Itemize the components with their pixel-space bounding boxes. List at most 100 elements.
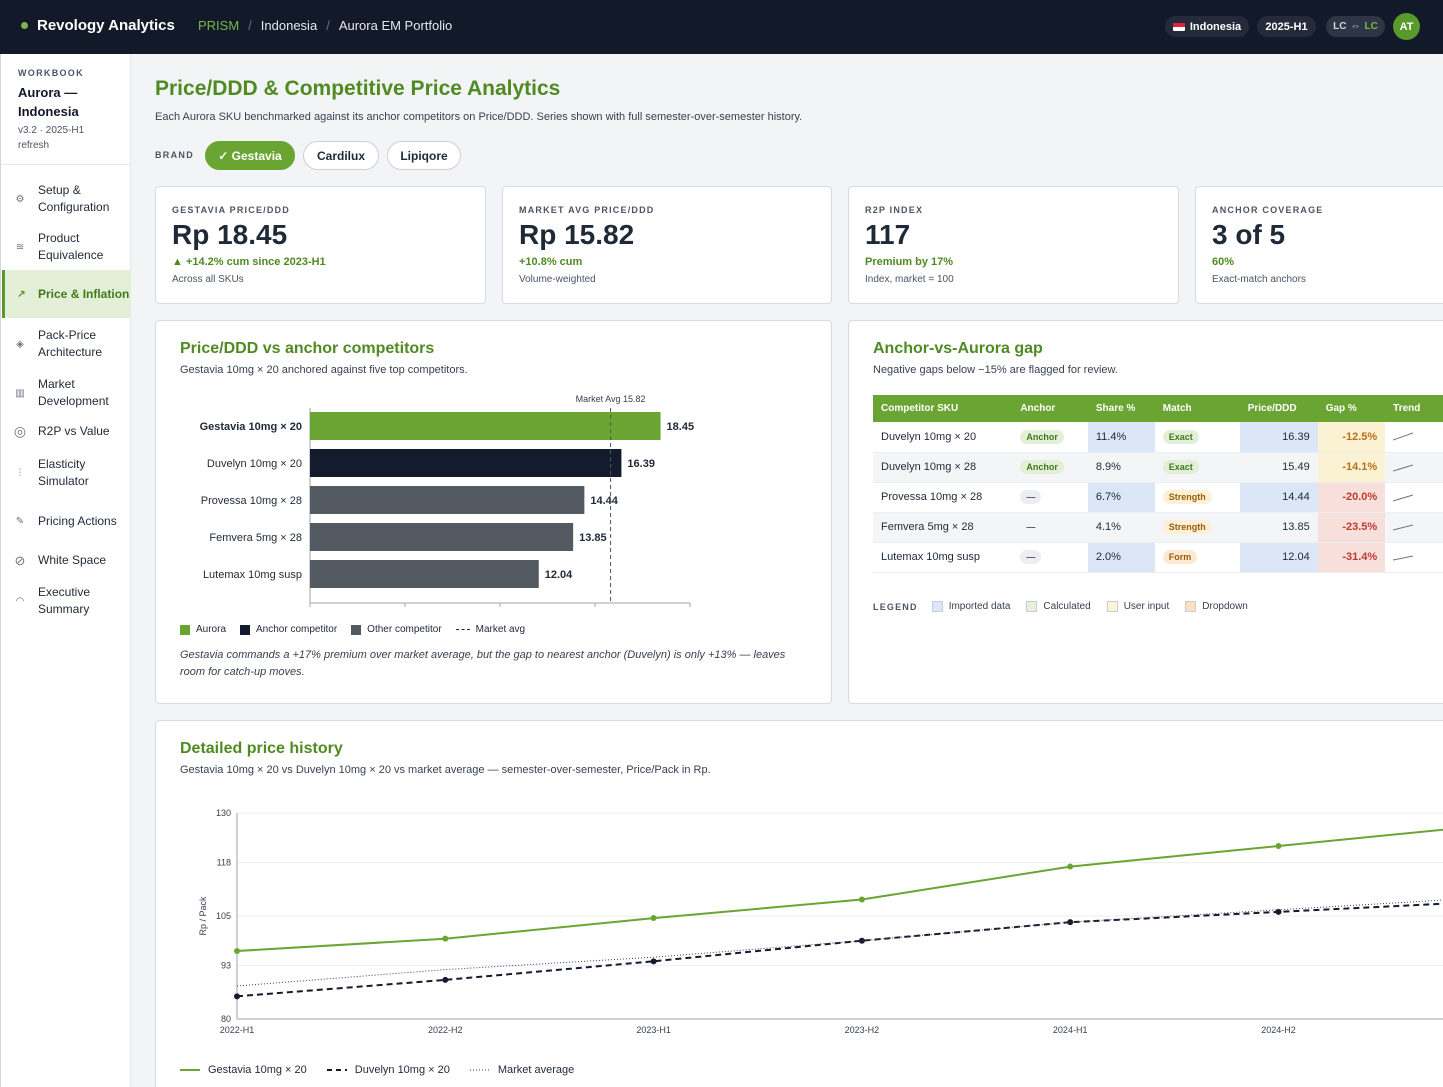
legend-swatch [469, 1069, 490, 1071]
column-header[interactable]: Share % [1087, 395, 1155, 422]
table-row[interactable]: Provessa 10mg × 28 — 6.7% Strength 14.44… [873, 482, 1443, 513]
kpi-label: MARKET AVG PRICE/DDD [519, 205, 655, 215]
y-axis-label: Rp / Pack [198, 896, 208, 936]
kpi-note: Exact-match anchors [1212, 274, 1306, 285]
sidebar-item-pricing-actions[interactable]: ✎ Pricing Actions [2, 502, 131, 540]
sidebar-item-executive-summary[interactable]: ◠ Executive Summary [2, 582, 131, 620]
anchor-badge: Anchor [1020, 460, 1064, 474]
y-tick-label: 130 [216, 808, 231, 818]
column-header[interactable]: Price/DDD [1239, 395, 1318, 422]
market-avg-label: Market Avg 15.82 [576, 394, 646, 404]
cell-share: 2.0% [1087, 542, 1155, 573]
data-point [1275, 842, 1282, 849]
cell-trend [1385, 512, 1443, 543]
cell-anchor: — [1012, 512, 1088, 543]
card-title: Price/DDD vs anchor competitors [180, 340, 435, 357]
trend-sparkline-icon [1393, 494, 1414, 501]
y-tick-label: 93 [221, 960, 231, 970]
sidebar-item-pack-price[interactable]: ◈ Pack-Price Architecture [2, 325, 131, 363]
workbook-meta: v3.2 · 2025-H1 refresh [18, 125, 85, 151]
kpi-note: Across all SKUs [172, 274, 244, 285]
layers-icon: ≋ [15, 241, 25, 253]
legend-title: LEGEND [873, 601, 918, 612]
table-row[interactable]: Lutemax 10mg susp — 2.0% Form 12.04 -31.… [873, 542, 1443, 573]
x-tick-label: 2024-H1 [1053, 1025, 1088, 1035]
workbook-label: WORKBOOK [18, 68, 84, 78]
sidebar-item-r2p[interactable]: ◎ R2P vs Value [2, 420, 131, 442]
legend-swatch [351, 624, 362, 635]
cell-match[interactable]: Form [1154, 542, 1240, 573]
currency-toggle[interactable]: LC ⇔ LC [1326, 16, 1385, 37]
cell-price: 14.44 [1239, 482, 1318, 513]
data-point [442, 935, 449, 942]
legend-label: Market avg [475, 624, 526, 635]
category-label: Lutemax 10mg susp [203, 569, 302, 581]
column-header[interactable]: Trend [1385, 395, 1443, 422]
kpi-card-market-avg: MARKET AVG PRICE/DDD Rp 15.82 +10.8% cum… [502, 186, 832, 304]
sidebar-divider [1, 164, 131, 165]
kpi-delta: +10.8% cum [519, 256, 583, 268]
sidebar-item-market-development[interactable]: ▥ Market Development [2, 374, 131, 412]
table-row[interactable]: Femvera 5mg × 28 — 4.1% Strength 13.85 -… [873, 512, 1443, 543]
breadcrumb-module[interactable]: PRISM [198, 18, 240, 33]
sidebar-item-elasticity[interactable]: ⫶ Elasticity Simulator [2, 454, 131, 492]
column-header[interactable]: Gap % [1317, 395, 1386, 422]
table-row[interactable]: Duvelyn 10mg × 28 Anchor 8.9% Exact 15.4… [873, 452, 1443, 483]
period-selector[interactable]: 2025-H1 [1257, 16, 1316, 37]
brand-button-gestavia[interactable]: ✓ Gestavia [205, 141, 295, 170]
country-selector[interactable]: Indonesia [1165, 16, 1249, 37]
cell-match[interactable]: Strength [1154, 482, 1240, 513]
trend-sparkline-icon [1393, 524, 1414, 530]
app-logo[interactable]: Revology Analytics [21, 17, 175, 34]
sidebar-item-product-equivalence[interactable]: ≋ Product Equivalence [2, 228, 131, 266]
y-tick-label: 80 [221, 1014, 231, 1024]
brand-button-cardilux[interactable]: Cardilux [303, 141, 379, 170]
table-row[interactable]: Duvelyn 10mg × 20 Anchor 11.4% Exact 16.… [873, 422, 1443, 453]
x-tick-label: 2023-H2 [845, 1025, 880, 1035]
avatar[interactable]: AT [1393, 13, 1420, 40]
data-point [442, 976, 449, 983]
cell-match[interactable]: Exact [1154, 422, 1240, 453]
sidebar-item-label: Pricing Actions [38, 513, 117, 528]
cell-match[interactable]: Strength [1154, 512, 1240, 543]
anchor-gap-card: Anchor-vs-Aurora gap Negative gaps below… [848, 320, 1443, 704]
box-icon: ◈ [16, 338, 24, 350]
cell-match[interactable]: Exact [1154, 452, 1240, 483]
cell-gap: -12.5% [1317, 422, 1386, 453]
data-point [234, 993, 240, 1000]
trend-icon: ↗ [17, 288, 26, 300]
cell-share: 6.7% [1087, 482, 1155, 513]
sidebar-item-white-space[interactable]: ⊘ White Space [2, 549, 131, 571]
period-label: 2025-H1 [1265, 20, 1308, 33]
kpi-note: Volume-weighted [519, 274, 596, 285]
match-badge: Strength [1162, 520, 1212, 534]
x-tick-label: 2022-H2 [428, 1025, 463, 1035]
column-header[interactable]: Anchor [1012, 395, 1088, 422]
trend-sparkline-icon [1393, 464, 1414, 471]
column-header[interactable]: Match [1154, 395, 1240, 422]
legend-swatch [1106, 601, 1118, 612]
column-header[interactable]: Competitor SKU [873, 395, 1013, 422]
kpi-card-anchor-coverage: ANCHOR COVERAGE 3 of 5 60% Exact-match a… [1195, 186, 1443, 304]
breadcrumb-portfolio[interactable]: Aurora EM Portfolio [338, 18, 453, 33]
legend-swatch [326, 1069, 347, 1071]
category-label: Femvera 5mg × 28 [209, 532, 302, 544]
kpi-delta: Premium by 17% [865, 256, 954, 268]
table-header-row: Competitor SKU Anchor Share % Match Pric… [873, 395, 1443, 422]
bar [310, 560, 539, 588]
sidebar-item-setup[interactable]: ⚙ Setup & Configuration [2, 180, 131, 218]
category-label: Duvelyn 10mg × 20 [207, 458, 302, 470]
table-legend: LEGEND Imported data Calculated User inp… [873, 601, 1258, 612]
fx-to: LC [1364, 21, 1378, 32]
data-label: 13.85 [579, 532, 607, 544]
kpi-card-r2p-index: R2P INDEX 117 Premium by 17% Index, mark… [848, 186, 1179, 304]
cell-gap: -31.4% [1317, 542, 1386, 573]
brand-button-lipiqore[interactable]: Lipiqore [387, 141, 461, 170]
data-point [650, 915, 657, 922]
breadcrumb-market[interactable]: Indonesia [260, 18, 318, 33]
series-line [236, 902, 1443, 998]
price-history-line-chart: 80 93 105 118 130 2022-H1 2022-H2 2023-H1 2023-H… [198, 808, 1443, 1035]
sidebar-item-price-inflation[interactable]: ↗ Price & Inflation [2, 270, 131, 318]
legend-item-anchor: Anchor competitor [240, 624, 337, 635]
sidebar-item-label: R2P vs Value [38, 423, 110, 438]
